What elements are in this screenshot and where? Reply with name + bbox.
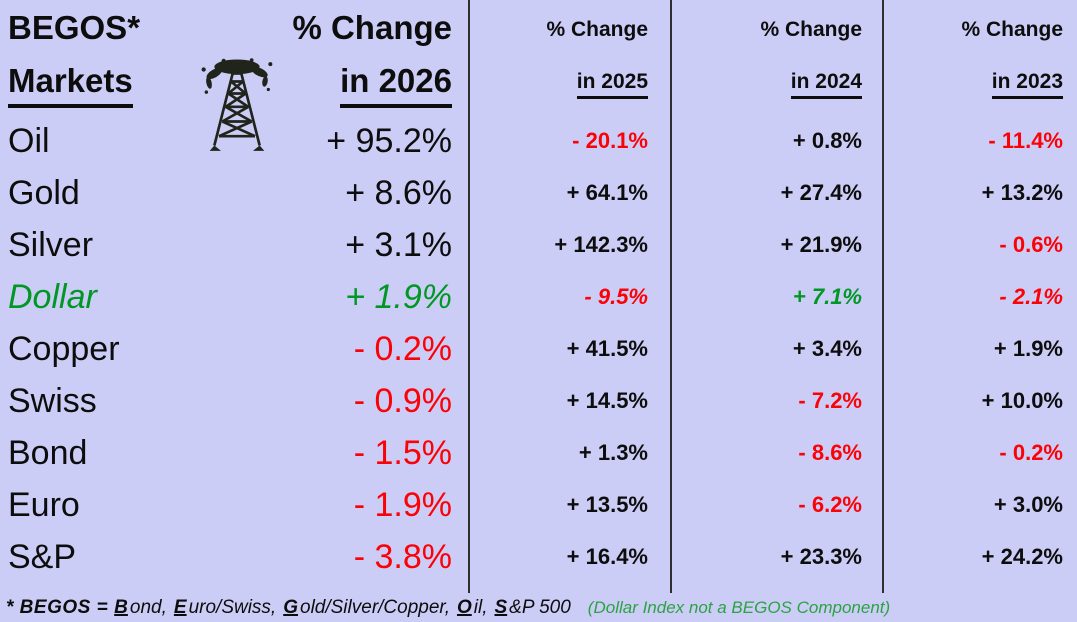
table-row-dollar: Dollar + 1.9% bbox=[0, 271, 468, 323]
row-label-oil: Oil bbox=[8, 122, 50, 160]
header-cell-2023: % Change in 2023 bbox=[882, 0, 1077, 115]
value-silver-2025: + 142.3% bbox=[468, 219, 670, 271]
component-initial: S bbox=[494, 597, 508, 618]
table-row-euro: Euro - 1.9% bbox=[0, 479, 468, 531]
value-copper-2023: + 1.9% bbox=[882, 323, 1077, 375]
value-swiss-2026: - 0.9% bbox=[353, 382, 452, 420]
component-rest: il, bbox=[473, 597, 488, 618]
value-dollar-2025: - 9.5% bbox=[468, 271, 670, 323]
header-in-2024: in 2024 bbox=[790, 70, 862, 99]
row-label-gold: Gold bbox=[8, 174, 80, 212]
row-label-dollar: Dollar bbox=[8, 278, 97, 316]
component-rest: &P 500 bbox=[509, 597, 571, 618]
header-in-2026: in 2026 bbox=[340, 61, 452, 108]
table-row-gold: Gold + 8.6% bbox=[0, 167, 468, 219]
value-swiss-2023: + 10.0% bbox=[882, 375, 1077, 427]
value-bond-2023: - 0.2% bbox=[882, 427, 1077, 479]
component-rest: uro/Swiss, bbox=[188, 597, 277, 618]
divider-extension bbox=[0, 583, 468, 593]
value-oil-2024: + 0.8% bbox=[670, 115, 882, 167]
row-label-euro: Euro bbox=[8, 486, 80, 524]
value-bond-2025: + 1.3% bbox=[468, 427, 670, 479]
value-gold-2025: + 64.1% bbox=[468, 167, 670, 219]
row-label-copper: Copper bbox=[8, 330, 120, 368]
divider-extension bbox=[882, 583, 1077, 593]
value-s-p-2023: + 24.2% bbox=[882, 531, 1077, 583]
header-pct-change-2025: % Change bbox=[546, 18, 648, 41]
value-silver-2023: - 0.6% bbox=[882, 219, 1077, 271]
oil-derrick-icon bbox=[201, 58, 273, 151]
value-s-p-2024: + 23.3% bbox=[670, 531, 882, 583]
header-cell-2025: % Change in 2025 bbox=[468, 0, 670, 115]
divider-extension bbox=[468, 583, 670, 593]
table-row-swiss: Swiss - 0.9% bbox=[0, 375, 468, 427]
header-cell-2024: % Change in 2024 bbox=[670, 0, 882, 115]
value-silver-2026: + 3.1% bbox=[345, 226, 452, 264]
table-row-oil: Oil + 95.2% bbox=[0, 115, 468, 167]
value-euro-2023: + 3.0% bbox=[882, 479, 1077, 531]
header-in-2025: in 2025 bbox=[576, 70, 648, 99]
table-title: BEGOS* bbox=[8, 9, 141, 46]
value-oil-2025: - 20.1% bbox=[468, 115, 670, 167]
value-euro-2025: + 13.5% bbox=[468, 479, 670, 531]
divider-extension bbox=[670, 583, 882, 593]
header-pct-change-2024: % Change bbox=[760, 18, 862, 41]
value-euro-2026: - 1.9% bbox=[353, 486, 452, 524]
value-bond-2026: - 1.5% bbox=[353, 434, 452, 472]
dollar-index-note: (Dollar Index not a BEGOS Component) bbox=[587, 598, 891, 617]
value-gold-2023: + 13.2% bbox=[882, 167, 1077, 219]
table-grid: BEGOS* % Change Markets in 2026 % Change… bbox=[0, 0, 1077, 593]
header-pct-change-2026: % Change bbox=[292, 9, 452, 46]
header-line-2: Markets in 2026 bbox=[8, 61, 452, 114]
component-rest: old/Silver/Copper, bbox=[300, 597, 450, 618]
value-dollar-2024: + 7.1% bbox=[670, 271, 882, 323]
table-row-copper: Copper - 0.2% bbox=[0, 323, 468, 375]
value-gold-2024: + 27.4% bbox=[670, 167, 882, 219]
component-rest: ond, bbox=[129, 597, 167, 618]
footnote-prefix: * BEGOS = bbox=[6, 597, 109, 618]
component-initial: B bbox=[114, 597, 128, 618]
value-swiss-2025: + 14.5% bbox=[468, 375, 670, 427]
header-in-2023: in 2023 bbox=[991, 70, 1063, 99]
value-dollar-2026: + 1.9% bbox=[345, 278, 452, 316]
row-label-swiss: Swiss bbox=[8, 382, 97, 420]
component-initial: G bbox=[283, 597, 298, 618]
value-s-p-2026: - 3.8% bbox=[353, 538, 452, 576]
header-pct-change-2023: % Change bbox=[961, 18, 1063, 41]
header-line-1: BEGOS* % Change bbox=[8, 8, 452, 61]
value-silver-2024: + 21.9% bbox=[670, 219, 882, 271]
value-swiss-2024: - 7.2% bbox=[670, 375, 882, 427]
value-copper-2025: + 41.5% bbox=[468, 323, 670, 375]
table-row-silver: Silver + 3.1% bbox=[0, 219, 468, 271]
value-euro-2024: - 6.2% bbox=[670, 479, 882, 531]
value-dollar-2023: - 2.1% bbox=[882, 271, 1077, 323]
value-copper-2026: - 0.2% bbox=[353, 330, 452, 368]
value-gold-2026: + 8.6% bbox=[345, 174, 452, 212]
value-oil-2023: - 11.4% bbox=[882, 115, 1077, 167]
value-s-p-2025: + 16.4% bbox=[468, 531, 670, 583]
component-initial: O bbox=[456, 597, 472, 618]
row-label-bond: Bond bbox=[8, 434, 88, 472]
header-cell-markets: BEGOS* % Change Markets in 2026 bbox=[0, 0, 468, 115]
row-label-s-p: S&P bbox=[8, 538, 77, 576]
markets-heading: Markets bbox=[8, 61, 133, 108]
row-label-silver: Silver bbox=[8, 226, 94, 264]
value-oil-2026: + 95.2% bbox=[326, 122, 452, 160]
value-bond-2024: - 8.6% bbox=[670, 427, 882, 479]
component-initial: E bbox=[173, 597, 187, 618]
table-row-bond: Bond - 1.5% bbox=[0, 427, 468, 479]
table-row-s-p: S&P - 3.8% bbox=[0, 531, 468, 583]
value-copper-2024: + 3.4% bbox=[670, 323, 882, 375]
